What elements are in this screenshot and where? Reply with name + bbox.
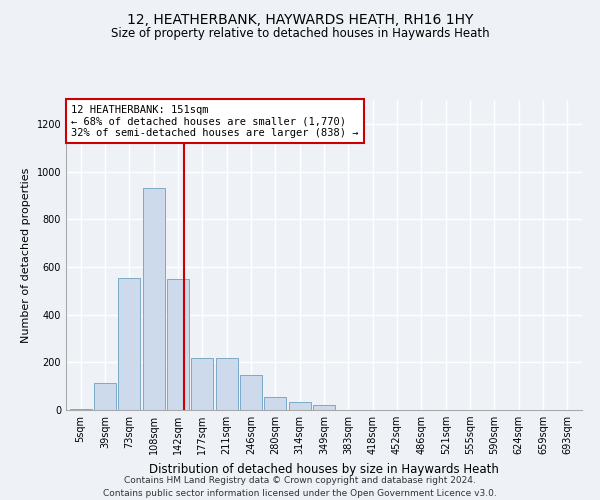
Bar xyxy=(143,188,164,410)
X-axis label: Distribution of detached houses by size in Haywards Heath: Distribution of detached houses by size … xyxy=(149,462,499,475)
Bar xyxy=(215,358,238,410)
Y-axis label: Number of detached properties: Number of detached properties xyxy=(21,168,31,342)
Text: Contains HM Land Registry data © Crown copyright and database right 2024.
Contai: Contains HM Land Registry data © Crown c… xyxy=(103,476,497,498)
Text: 12, HEATHERBANK, HAYWARDS HEATH, RH16 1HY: 12, HEATHERBANK, HAYWARDS HEATH, RH16 1H… xyxy=(127,12,473,26)
Bar xyxy=(94,382,116,410)
Bar xyxy=(240,376,262,410)
Bar xyxy=(70,409,92,410)
Bar xyxy=(313,405,335,410)
Bar xyxy=(167,279,189,410)
Bar xyxy=(191,358,213,410)
Text: 12 HEATHERBANK: 151sqm
← 68% of detached houses are smaller (1,770)
32% of semi-: 12 HEATHERBANK: 151sqm ← 68% of detached… xyxy=(71,104,359,138)
Bar xyxy=(265,397,286,410)
Bar xyxy=(118,278,140,410)
Text: Size of property relative to detached houses in Haywards Heath: Size of property relative to detached ho… xyxy=(110,28,490,40)
Bar xyxy=(289,402,311,410)
